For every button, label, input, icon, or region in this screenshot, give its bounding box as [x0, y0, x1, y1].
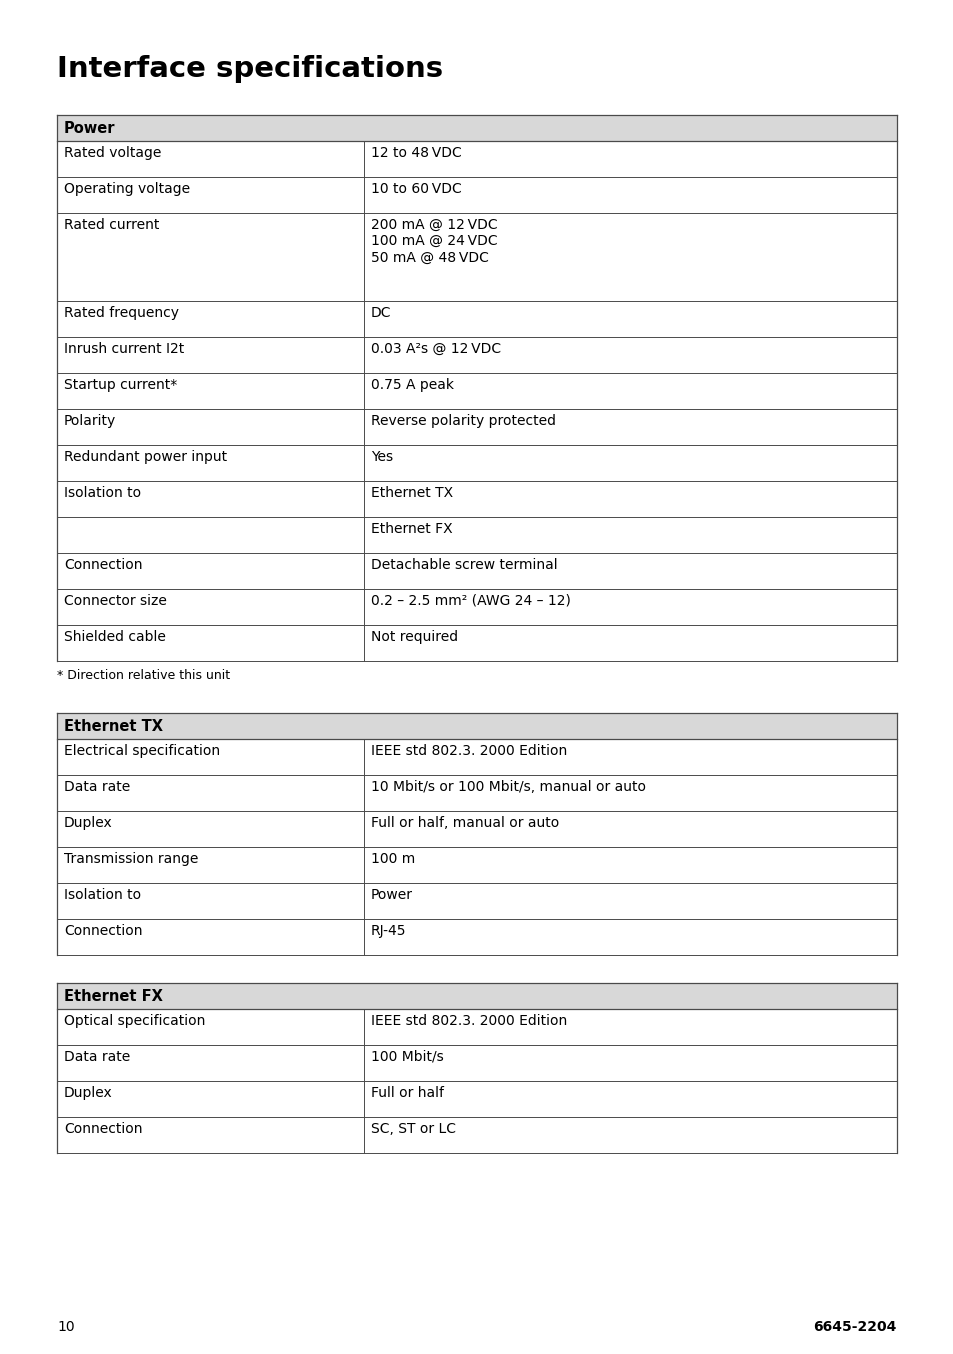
Text: Rated current: Rated current	[64, 218, 159, 232]
Text: Duplex: Duplex	[64, 1086, 112, 1099]
Text: * Direction relative this unit: * Direction relative this unit	[57, 669, 230, 682]
Bar	[57, 517, 896, 552]
Bar	[57, 372, 896, 409]
Bar	[57, 714, 896, 739]
Bar	[57, 983, 896, 1009]
Bar	[57, 1080, 896, 1117]
Text: Duplex: Duplex	[64, 816, 112, 830]
Text: SC, ST or LC: SC, ST or LC	[370, 1122, 456, 1136]
Bar	[57, 739, 896, 774]
Text: Polarity: Polarity	[64, 414, 116, 428]
Text: Shielded cable: Shielded cable	[64, 630, 166, 645]
Text: 12 to 48 VDC: 12 to 48 VDC	[370, 146, 461, 160]
Text: Inrush current I2t: Inrush current I2t	[64, 343, 184, 356]
Bar	[57, 445, 896, 481]
Text: Isolation to: Isolation to	[64, 486, 141, 500]
Text: Data rate: Data rate	[64, 1049, 131, 1064]
Text: Connection: Connection	[64, 558, 142, 571]
Text: 10: 10	[57, 1320, 74, 1334]
Bar	[57, 409, 896, 445]
Bar	[57, 811, 896, 848]
Bar	[57, 848, 896, 883]
Bar	[57, 1009, 896, 1045]
Bar	[57, 589, 896, 626]
Text: Ethernet FX: Ethernet FX	[64, 988, 163, 1005]
Text: Transmission range: Transmission range	[64, 852, 198, 867]
Text: Detachable screw terminal: Detachable screw terminal	[370, 558, 557, 571]
Text: Rated voltage: Rated voltage	[64, 146, 161, 160]
Bar	[57, 774, 896, 811]
Text: Reverse polarity protected: Reverse polarity protected	[370, 414, 555, 428]
Text: Ethernet TX: Ethernet TX	[64, 719, 163, 734]
Text: IEEE std 802.3. 2000 Edition: IEEE std 802.3. 2000 Edition	[370, 1014, 566, 1028]
Text: Connection: Connection	[64, 923, 142, 938]
Bar	[57, 919, 896, 955]
Text: RJ-45: RJ-45	[370, 923, 406, 938]
Text: Full or half, manual or auto: Full or half, manual or auto	[370, 816, 558, 830]
Text: 0.2 – 2.5 mm² (AWG 24 – 12): 0.2 – 2.5 mm² (AWG 24 – 12)	[370, 594, 570, 608]
Text: Rated frequency: Rated frequency	[64, 306, 179, 320]
Bar	[57, 337, 896, 372]
Text: DC: DC	[370, 306, 391, 320]
Text: Connector size: Connector size	[64, 594, 167, 608]
Text: 10 Mbit/s or 100 Mbit/s, manual or auto: 10 Mbit/s or 100 Mbit/s, manual or auto	[370, 780, 645, 793]
Text: Not required: Not required	[370, 630, 457, 645]
Bar	[57, 552, 896, 589]
Text: Yes: Yes	[370, 450, 393, 464]
Text: Power: Power	[370, 888, 412, 902]
Bar	[57, 213, 896, 301]
Bar	[57, 883, 896, 919]
Bar	[57, 1045, 896, 1080]
Text: 0.03 A²s @ 12 VDC: 0.03 A²s @ 12 VDC	[370, 343, 500, 356]
Bar	[57, 626, 896, 661]
Text: 10 to 60 VDC: 10 to 60 VDC	[370, 181, 461, 196]
Text: Interface specifications: Interface specifications	[57, 56, 442, 83]
Text: Ethernet TX: Ethernet TX	[370, 486, 453, 500]
Text: Startup current*: Startup current*	[64, 378, 177, 393]
Text: Redundant power input: Redundant power input	[64, 450, 227, 464]
Bar	[57, 481, 896, 517]
Text: IEEE std 802.3. 2000 Edition: IEEE std 802.3. 2000 Edition	[370, 743, 566, 758]
Text: 100 m: 100 m	[370, 852, 415, 867]
Text: 200 mA @ 12 VDC
100 mA @ 24 VDC
50 mA @ 48 VDC: 200 mA @ 12 VDC 100 mA @ 24 VDC 50 mA @ …	[370, 218, 497, 264]
Text: 6645-2204: 6645-2204	[813, 1320, 896, 1334]
Bar	[57, 301, 896, 337]
Text: Electrical specification: Electrical specification	[64, 743, 220, 758]
Text: Data rate: Data rate	[64, 780, 131, 793]
Text: Ethernet FX: Ethernet FX	[370, 523, 452, 536]
Bar	[57, 141, 896, 177]
Bar	[57, 177, 896, 213]
Bar	[57, 115, 896, 141]
Text: Optical specification: Optical specification	[64, 1014, 205, 1028]
Text: Connection: Connection	[64, 1122, 142, 1136]
Text: Isolation to: Isolation to	[64, 888, 141, 902]
Text: Operating voltage: Operating voltage	[64, 181, 190, 196]
Text: 0.75 A peak: 0.75 A peak	[370, 378, 453, 393]
Bar	[57, 1117, 896, 1154]
Text: 100 Mbit/s: 100 Mbit/s	[370, 1049, 443, 1064]
Text: Full or half: Full or half	[370, 1086, 443, 1099]
Text: Power: Power	[64, 121, 115, 135]
